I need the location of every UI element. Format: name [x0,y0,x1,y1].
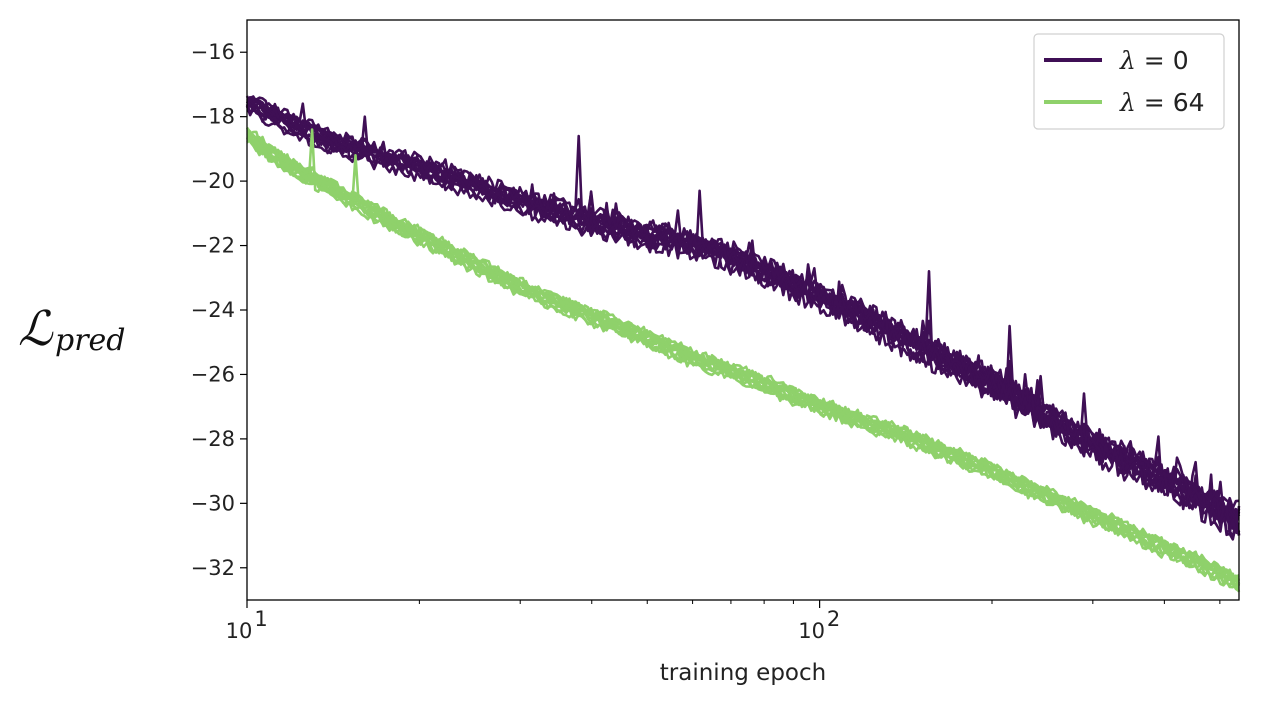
y-axis-label: ℒ pred [18,301,126,358]
y-tick-label: −22 [191,234,235,258]
legend: λ = 0 λ = 64 [1033,33,1225,130]
x-tick-label-exponent: 1 [254,607,267,631]
legend-entry: λ = 64 [1119,88,1205,117]
series-line [246,102,1241,530]
series-lambda-64 [245,126,1241,593]
y-axis: −16 −18 −20 −22 −24 −26 −28 −30 −32 [191,40,247,580]
series-lambda-0 [245,95,1241,541]
x-tick-label-exponent: 2 [827,607,840,631]
y-tick-label: −20 [191,169,235,193]
series-line [246,95,1240,526]
x-tick-label: 10 [226,619,253,643]
x-tick-label: 10 [798,619,825,643]
y-tick-label: −16 [191,40,235,64]
legend-box [1033,33,1225,130]
series-line [246,138,1240,593]
y-tick-label: −32 [191,556,235,580]
y-tick-label: −28 [191,427,235,451]
y-tick-label: −18 [191,105,235,129]
series-line [245,103,1241,536]
y-tick-label: −26 [191,362,235,386]
legend-entry: λ = 0 [1119,46,1189,75]
series-line [246,103,1241,536]
series-line [246,108,1241,539]
y-axis-label-subscript: pred [55,323,126,358]
y-tick-label: −24 [191,298,235,322]
y-axis-label-main: ℒ [18,301,54,357]
series-line [246,104,1240,535]
x-axis-label: training epoch [660,660,826,686]
x-axis: 10 1 10 2 [226,600,1221,643]
series-line [246,128,1241,593]
y-tick-label: −30 [191,491,235,515]
series-line [246,98,1241,524]
series-line [246,132,1241,582]
data-lines [245,95,1241,593]
